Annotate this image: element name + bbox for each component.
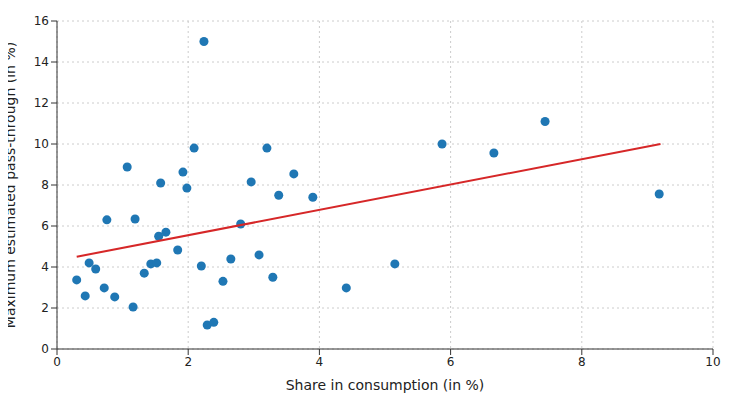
svg-text:4: 4 — [41, 260, 49, 274]
svg-text:8: 8 — [578, 355, 586, 369]
svg-text:6: 6 — [447, 355, 455, 369]
svg-text:2: 2 — [184, 355, 192, 369]
svg-text:Share in consumption (in %): Share in consumption (in %) — [286, 377, 485, 393]
svg-text:0: 0 — [53, 355, 61, 369]
svg-text:16: 16 — [34, 14, 49, 28]
svg-text:6: 6 — [41, 219, 49, 233]
svg-text:Maximum estimated pass-through: Maximum estimated pass-through (in %) — [8, 42, 18, 328]
svg-text:0: 0 — [41, 342, 49, 356]
svg-text:8: 8 — [41, 178, 49, 192]
svg-text:10: 10 — [705, 355, 720, 369]
svg-text:2: 2 — [41, 301, 49, 315]
svg-text:10: 10 — [34, 137, 49, 151]
svg-text:4: 4 — [316, 355, 324, 369]
svg-text:14: 14 — [34, 55, 49, 69]
svg-text:12: 12 — [34, 96, 49, 110]
